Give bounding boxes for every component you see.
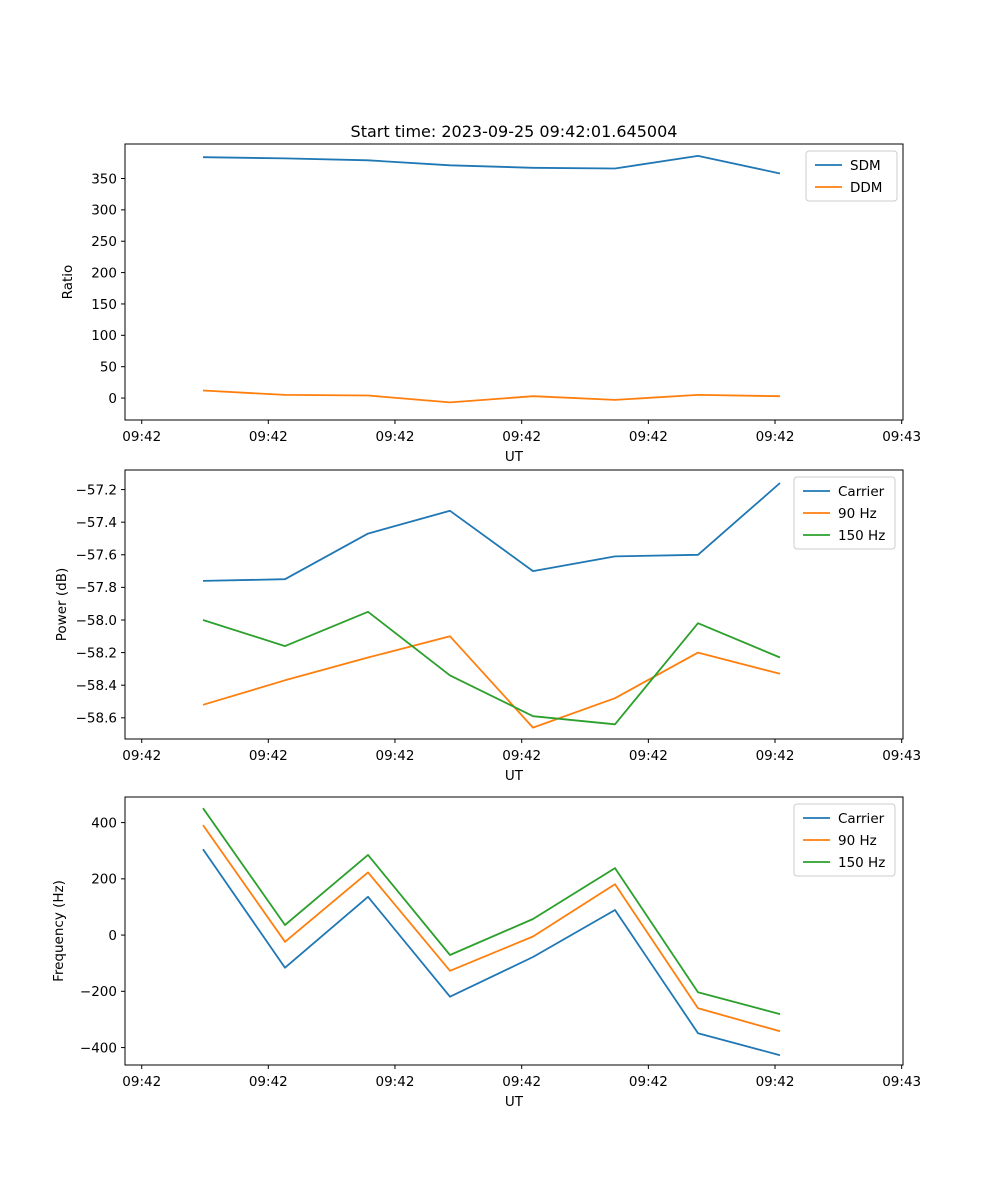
series-line-carrier <box>202 848 781 1057</box>
y-tick-label: −57.6 <box>76 548 117 564</box>
x-axis-label: UT <box>505 1094 524 1110</box>
legend-entry-label: Carrier <box>838 811 885 827</box>
axes-spine <box>124 796 904 1066</box>
y-tick-label: 150 <box>91 297 117 313</box>
x-tick-label: 09:42 <box>122 1074 161 1090</box>
legend: Carrier 90 Hz 150 Hz <box>793 803 896 877</box>
x-tick-label: 09:42 <box>376 429 415 445</box>
series-line-90-hz <box>202 635 781 729</box>
x-tick-label: 09:42 <box>376 1074 415 1090</box>
legend: Carrier 90 Hz 150 Hz <box>793 476 896 550</box>
legend-entry-label: 90 Hz <box>838 833 877 849</box>
y-tick-label: 50 <box>100 359 117 375</box>
legend-entry-label: 150 Hz <box>838 528 885 544</box>
x-tick-label: 09:42 <box>122 748 161 764</box>
x-tick-label: 09:43 <box>882 1074 921 1090</box>
y-tick-label: 350 <box>91 171 117 187</box>
x-axis-label: UT <box>505 768 524 784</box>
x-tick-label: 09:42 <box>249 429 288 445</box>
x-tick-label: 09:43 <box>882 748 921 764</box>
subplot-1: 09:42 09:42 09:42 09:42 09:42 09:42 09:43 0 50 10… <box>60 122 921 465</box>
legend-box <box>793 803 896 877</box>
y-tick-label: 0 <box>108 391 117 407</box>
y-tick-label: −58.2 <box>76 645 117 661</box>
subplot-3: 09:42 09:42 09:42 09:42 09:42 09:42 09:43 −400 −… <box>51 796 921 1110</box>
series-line-150-hz <box>202 610 781 726</box>
series-line-carrier <box>202 482 781 582</box>
y-tick-label: −58.0 <box>76 613 117 629</box>
legend-entry-label: 90 Hz <box>838 506 877 522</box>
y-tick-label: −400 <box>80 1040 117 1056</box>
y-tick-label: −58.4 <box>76 678 117 694</box>
series-line-150-hz <box>202 807 781 1015</box>
y-tick-label: 200 <box>91 265 117 281</box>
x-tick-label: 09:42 <box>502 429 541 445</box>
y-tick-label: −57.2 <box>76 482 117 498</box>
x-tick-label: 09:42 <box>502 1074 541 1090</box>
x-tick-label: 09:43 <box>882 429 921 445</box>
legend: SDM DDM <box>805 150 898 202</box>
x-tick-label: 09:42 <box>629 1074 668 1090</box>
x-tick-label: 09:42 <box>249 1074 288 1090</box>
x-tick-label: 09:42 <box>376 748 415 764</box>
legend-box <box>805 150 898 202</box>
x-tick-label: 09:42 <box>629 748 668 764</box>
y-tick-label: −58.6 <box>76 711 117 727</box>
y-tick-label: 100 <box>91 328 117 344</box>
y-tick-label: −57.8 <box>76 580 117 596</box>
y-tick-label: −200 <box>80 984 117 1000</box>
y-axis-label: Ratio <box>60 265 76 300</box>
axes-spine <box>124 143 904 421</box>
x-tick-label: 09:42 <box>249 748 288 764</box>
x-tick-label: 09:42 <box>756 748 795 764</box>
x-tick-label: 09:42 <box>502 748 541 764</box>
legend-entry-label: Carrier <box>838 484 885 500</box>
x-tick-label: 09:42 <box>629 429 668 445</box>
legend-box <box>793 476 896 550</box>
subplot-2: 09:42 09:42 09:42 09:42 09:42 09:42 09:43 −58.6… <box>54 469 921 784</box>
y-tick-label: 200 <box>91 872 117 888</box>
series-line-90-hz <box>202 824 781 1033</box>
y-tick-label: −57.4 <box>76 515 117 531</box>
series-line-ddm <box>202 389 781 404</box>
axes-spine <box>124 469 904 740</box>
x-tick-label: 09:42 <box>756 1074 795 1090</box>
y-axis-label: Frequency (Hz) <box>51 880 67 982</box>
x-tick-label: 09:42 <box>756 429 795 445</box>
y-tick-label: 250 <box>91 234 117 250</box>
legend-entry-label: 150 Hz <box>838 855 885 871</box>
x-axis-label: UT <box>505 449 524 465</box>
x-tick-label: 09:42 <box>122 429 161 445</box>
series-line-sdm <box>202 154 781 175</box>
y-axis-label: Power (dB) <box>54 568 70 641</box>
y-tick-label: 300 <box>91 203 117 219</box>
legend-entry-label: DDM <box>850 180 882 196</box>
figure-title: Start time: 2023-09-25 09:42:01.645004 <box>351 122 678 141</box>
legend-entry-label: SDM <box>850 158 881 174</box>
y-tick-label: 400 <box>91 815 117 831</box>
y-tick-label: 0 <box>108 928 117 944</box>
